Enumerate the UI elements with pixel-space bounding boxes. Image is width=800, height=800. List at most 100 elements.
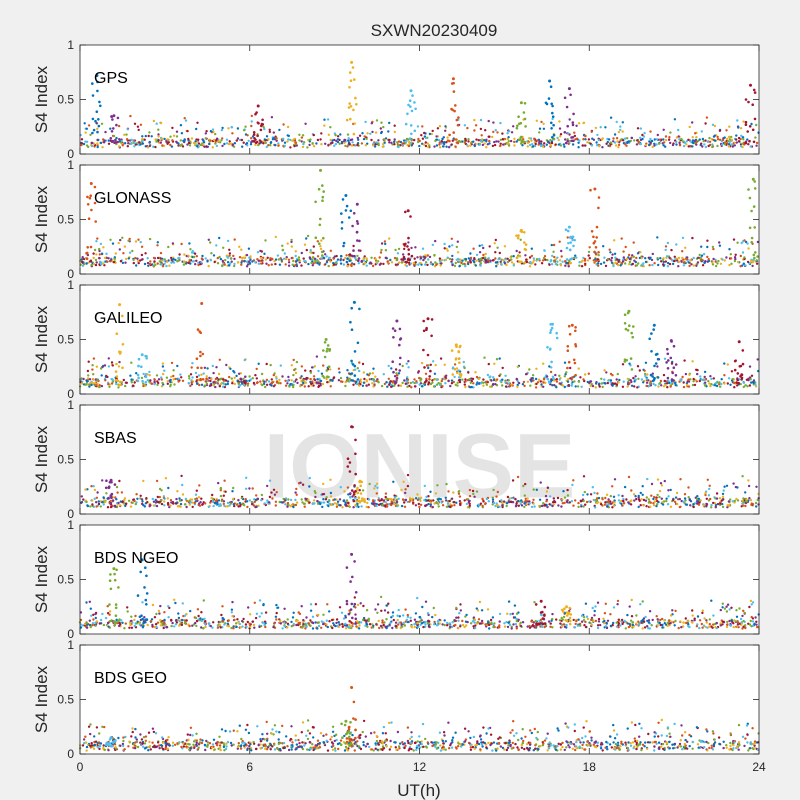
spike-point [410, 254, 414, 258]
data-point [486, 260, 489, 264]
data-point [169, 135, 172, 138]
spike-point [422, 329, 426, 333]
data-point [617, 130, 621, 134]
data-point [212, 381, 215, 384]
data-point [499, 138, 503, 141]
data-point [431, 129, 434, 133]
data-point [474, 124, 478, 127]
spike-point [413, 129, 417, 133]
spike-point [653, 364, 656, 368]
data-point [450, 237, 453, 240]
data-point [552, 243, 556, 247]
data-point [291, 263, 294, 266]
data-point [468, 504, 471, 507]
data-point [565, 371, 568, 374]
data-point [110, 361, 114, 364]
data-point [272, 488, 276, 491]
data-point [202, 141, 206, 144]
data-point [429, 490, 432, 493]
spike-point [565, 105, 569, 109]
data-point [755, 262, 759, 265]
data-point [209, 139, 212, 142]
data-point [410, 498, 413, 502]
data-point [99, 242, 103, 246]
data-point [746, 385, 749, 388]
data-point [178, 253, 181, 256]
data-point [641, 263, 644, 266]
data-point [567, 265, 570, 268]
data-point [675, 136, 679, 139]
data-point [757, 503, 760, 506]
data-point [322, 498, 325, 501]
data-point [550, 141, 554, 145]
data-point [133, 499, 136, 503]
data-point [87, 360, 90, 363]
data-point [396, 252, 400, 255]
data-point [116, 491, 119, 494]
data-point [583, 259, 587, 262]
data-point [675, 491, 679, 495]
spike-point [565, 258, 569, 261]
data-point [208, 384, 212, 388]
data-point [277, 144, 280, 147]
data-point [154, 138, 157, 141]
data-point [349, 253, 352, 257]
spike-point [572, 139, 575, 143]
data-point [95, 505, 98, 508]
data-point [540, 262, 544, 265]
spike-point [256, 134, 259, 138]
spike-peak [570, 323, 574, 327]
spike-point [457, 350, 461, 354]
data-point [640, 378, 644, 381]
data-point [507, 136, 510, 139]
spike-point [516, 236, 520, 240]
data-point [408, 140, 411, 144]
data-point [680, 137, 683, 141]
data-point [294, 264, 297, 267]
spike-point [196, 328, 200, 331]
data-point [542, 145, 545, 148]
data-point [99, 367, 103, 370]
data-point [97, 500, 101, 503]
spike-point [314, 236, 318, 239]
data-point [513, 140, 516, 144]
data-point [160, 502, 164, 506]
data-point [725, 484, 729, 487]
data-point [131, 139, 134, 142]
spike-point [517, 138, 521, 142]
data-point [419, 261, 422, 265]
data-point [141, 139, 144, 143]
spike-peak [567, 87, 571, 91]
data-point [196, 145, 199, 148]
data-point [445, 247, 448, 250]
data-point [389, 258, 392, 262]
data-point [363, 262, 367, 265]
data-point [431, 505, 434, 509]
spike-point [594, 246, 598, 249]
data-point [124, 384, 127, 388]
spike-peak [519, 228, 523, 232]
data-point [602, 245, 605, 248]
data-point [450, 379, 454, 382]
data-point [213, 260, 216, 264]
data-point [464, 380, 467, 383]
data-point [374, 484, 377, 488]
spike-peak [548, 79, 552, 83]
spike-point [140, 365, 143, 369]
data-point [554, 143, 557, 146]
data-point [418, 383, 421, 386]
data-point [236, 261, 240, 264]
data-point [123, 498, 126, 502]
data-point [348, 377, 351, 380]
spike-point [320, 250, 324, 254]
spike-point [565, 246, 569, 250]
data-point [731, 145, 734, 148]
data-point [130, 142, 133, 146]
data-point [492, 378, 496, 382]
data-point [148, 131, 151, 134]
data-point [730, 370, 734, 373]
data-point [200, 497, 203, 500]
data-point [429, 382, 433, 386]
data-point [151, 497, 154, 501]
